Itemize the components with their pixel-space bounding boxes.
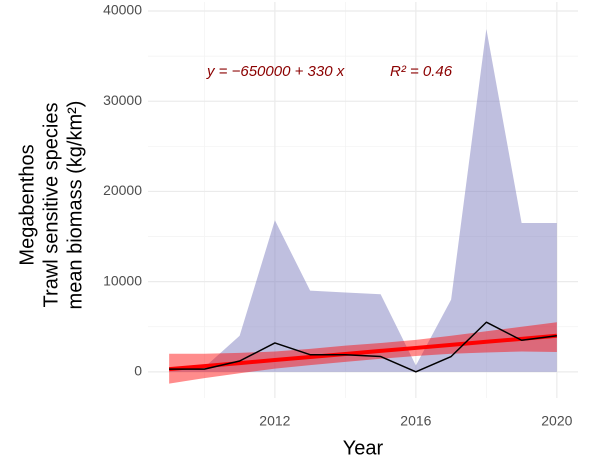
mean-line bbox=[169, 321, 557, 373]
x-axis-title: Year bbox=[343, 437, 384, 459]
x-tick-label: 2012 bbox=[259, 413, 290, 429]
y-tick-label: 30000 bbox=[103, 92, 142, 108]
x-tick-label: 2016 bbox=[400, 413, 431, 429]
y-axis-title: Megabenthos bbox=[16, 144, 38, 265]
y-tick-label: 10000 bbox=[103, 272, 142, 288]
fit-line bbox=[168, 333, 558, 372]
y-axis-title: mean biomass (kg/km²) bbox=[64, 101, 86, 310]
y-tick-label: 0 bbox=[134, 363, 142, 379]
range-ribbon bbox=[169, 29, 557, 372]
annotation-r2: R² = 0.46 bbox=[390, 63, 453, 80]
x-tick-label: 2020 bbox=[541, 413, 572, 429]
y-tick-label: 20000 bbox=[103, 182, 142, 198]
y-tick-label: 40000 bbox=[103, 2, 142, 18]
annotation-equation: y = −650000 + 330 x bbox=[206, 63, 345, 80]
y-axis-title: Trawl sensitive species bbox=[40, 103, 62, 308]
